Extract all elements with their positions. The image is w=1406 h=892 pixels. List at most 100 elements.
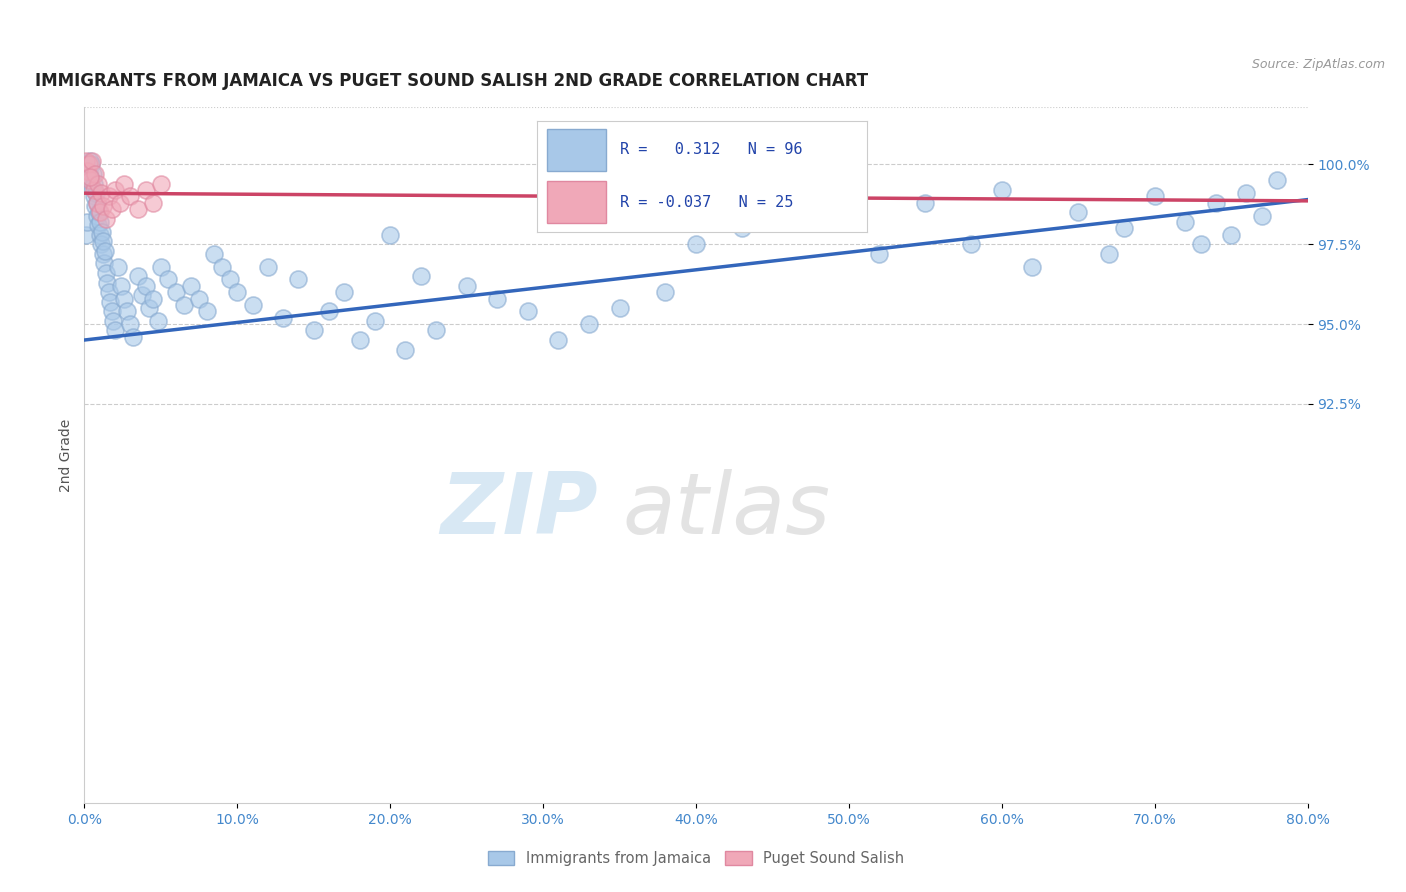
Point (149, 260, 172, 274)
Point (93, 234, 115, 248)
Point (271, 310, 294, 325)
Point (654, 285, 676, 300)
Point (112, 292, 135, 306)
Point (1250, 209, 1272, 223)
Point (97, 189, 120, 203)
Point (79, 173, 101, 187)
Point (173, 298, 195, 312)
Point (94, 266, 117, 280)
Point (1114, 221, 1136, 235)
Point (1098, 247, 1121, 261)
Point (108, 195, 131, 210)
Point (1189, 237, 1212, 252)
Point (135, 278, 157, 293)
Point (83, 177, 105, 191)
Point (94, 244, 117, 258)
Point (257, 260, 280, 274)
Text: atlas: atlas (623, 469, 831, 552)
Point (302, 323, 325, 337)
Point (93, 256, 115, 270)
Point (110, 278, 132, 293)
Point (242, 298, 264, 312)
Point (127, 269, 149, 284)
Point (87, 205, 110, 219)
Point (89, 227, 111, 242)
Point (1143, 189, 1166, 203)
Point (97, 285, 120, 300)
Point (578, 317, 600, 331)
Point (83, 189, 105, 203)
Point (1174, 215, 1197, 229)
Point (135, 183, 157, 197)
Point (516, 304, 538, 318)
Point (103, 314, 125, 328)
Point (838, 195, 860, 210)
Point (83, 183, 105, 197)
Point (394, 343, 416, 357)
Point (91, 199, 114, 213)
Point (112, 177, 135, 191)
Point (869, 247, 891, 261)
Point (380, 227, 402, 242)
Point (960, 237, 983, 252)
Point (104, 183, 127, 197)
Point (75, 154, 97, 169)
Point (89, 205, 111, 219)
Point (89, 215, 111, 229)
Point (101, 304, 124, 318)
Point (914, 195, 936, 210)
Point (86, 195, 108, 210)
Point (146, 314, 169, 328)
Point (75, 227, 97, 242)
Point (90, 237, 112, 252)
Point (364, 314, 387, 328)
Point (86, 209, 108, 223)
Text: Source: ZipAtlas.com: Source: ZipAtlas.com (1251, 58, 1385, 71)
Point (80, 154, 103, 169)
Point (91, 225, 114, 239)
Point (349, 333, 371, 347)
Point (287, 272, 309, 286)
Point (76, 215, 98, 229)
Point (776, 205, 799, 219)
Point (86, 195, 108, 210)
Point (226, 285, 249, 300)
Point (211, 260, 233, 274)
Point (122, 330, 145, 344)
Point (77, 157, 100, 171)
Point (79, 154, 101, 169)
Point (94, 211, 117, 226)
Point (1205, 195, 1227, 210)
Point (84, 186, 107, 201)
Point (180, 278, 202, 293)
Point (838, 189, 860, 203)
Point (120, 317, 142, 331)
Point (87, 177, 110, 191)
Point (149, 177, 172, 191)
Point (1220, 227, 1243, 242)
Point (115, 304, 138, 318)
Point (76, 173, 98, 187)
Point (131, 288, 153, 302)
Point (104, 323, 127, 337)
Point (84, 167, 107, 181)
Point (157, 272, 180, 286)
Point (609, 301, 631, 315)
Point (165, 285, 187, 300)
Point (1236, 186, 1258, 201)
Point (138, 301, 160, 315)
Point (1021, 260, 1043, 274)
Point (1265, 173, 1288, 187)
Point (202, 247, 225, 261)
Point (91, 247, 114, 261)
Legend: Immigrants from Jamaica, Puget Sound Salish: Immigrants from Jamaica, Puget Sound Sal… (482, 846, 910, 872)
Point (318, 304, 340, 318)
Point (731, 221, 754, 235)
Point (425, 323, 447, 337)
Point (77, 157, 100, 171)
Point (218, 272, 240, 286)
Point (84, 199, 107, 213)
Point (96, 276, 118, 290)
Point (82, 167, 104, 181)
Point (107, 260, 129, 274)
